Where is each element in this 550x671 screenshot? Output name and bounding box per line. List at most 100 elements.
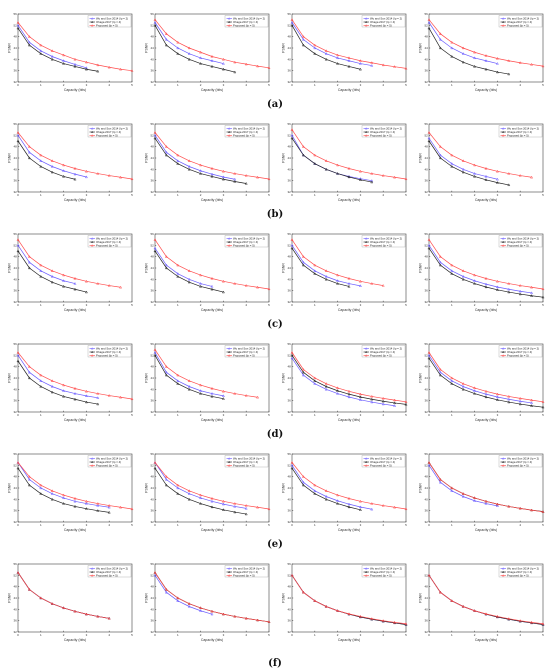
series-point-2: [153, 238, 157, 241]
y-tick-label: 44: [287, 46, 291, 50]
legend-label-2: Proposed (Ip = 5): [233, 24, 255, 28]
legend-label-1: Ohaga 2017 (Ip = 4): [507, 20, 532, 24]
series-point-2: [427, 350, 431, 354]
series-point-0: [484, 59, 488, 62]
series-point-2: [358, 499, 362, 503]
series-point-1: [27, 43, 31, 47]
series-point-2: [119, 505, 123, 509]
series-point-2: [290, 573, 294, 577]
y-tick-label: 40: [150, 277, 154, 281]
series-point-2: [290, 128, 294, 131]
series-point-1: [221, 508, 225, 511]
series-line-2: [428, 575, 544, 625]
x-tick-label: 2: [200, 633, 202, 637]
series-line-0: [154, 22, 224, 64]
series-point-2: [358, 169, 362, 173]
legend-box: [361, 345, 406, 358]
series-line-0: [291, 22, 372, 66]
series-line-1: [154, 572, 270, 623]
series-point-2: [39, 373, 43, 377]
series-point-0: [427, 243, 431, 247]
series-point-1: [336, 389, 340, 392]
y-tick-label: 56: [424, 562, 428, 566]
series-point-1: [164, 43, 168, 47]
series-point-0: [450, 269, 454, 272]
y-tick-label: 48: [287, 35, 291, 39]
series-point-2: [267, 66, 271, 69]
series-point-2: [130, 397, 134, 401]
series-point-2: [370, 61, 374, 64]
series-point-1: [381, 619, 385, 623]
y-tick-label: 40: [150, 57, 154, 61]
x-tick-label: 2: [474, 83, 476, 87]
series-point-0: [187, 384, 191, 388]
series-point-1: [347, 505, 351, 509]
series-point-1: [199, 62, 203, 65]
y-tick-label: 52: [287, 463, 291, 467]
legend-label-1: Ohaga 2017 (Ip = 4): [233, 460, 258, 464]
legend-marker-2: [91, 134, 94, 137]
subplot-r2-c3: 0 1 2 3 4 5 32 36 40 44 48 52 56 Capacity (bits) PSNR W…: [419, 232, 545, 312]
legend-label-0: Wu and Sun 2014 (Ip = 2): [370, 457, 402, 461]
legend-marker-0: [365, 347, 368, 350]
x-axis-label: Capacity (bits): [338, 638, 360, 642]
series-point-1: [62, 284, 66, 288]
series-point-1: [438, 263, 442, 267]
series-point-1: [336, 62, 340, 65]
series-point-2: [153, 18, 157, 21]
subplot-r3-c2: 0 1 2 3 4 5 32 36 40 44 48 52 56 Capacity (bits) PSNR W…: [282, 342, 408, 422]
legend-box: [498, 455, 543, 468]
x-tick-label: 5: [268, 523, 270, 527]
y-tick-label: 40: [13, 607, 17, 611]
legend-marker-1: [228, 240, 231, 243]
series-point-2: [96, 502, 100, 505]
series-point-2: [164, 32, 168, 35]
series-point-2: [336, 609, 340, 612]
y-tick-label: 36: [424, 619, 428, 623]
series-point-0: [16, 23, 20, 27]
series-point-0: [450, 46, 454, 50]
series-point-2: [27, 35, 31, 38]
series-point-1: [370, 397, 374, 401]
series-line-2: [17, 462, 133, 510]
x-tick-label: 4: [519, 303, 521, 307]
series-point-0: [233, 504, 237, 508]
series-line-0: [17, 135, 87, 178]
series-point-1: [199, 502, 203, 505]
series-point-2: [347, 166, 351, 170]
series-line-2: [291, 239, 384, 286]
series-point-1: [16, 139, 20, 143]
legend-marker-2: [502, 24, 505, 27]
legend-marker-0: [228, 237, 231, 240]
series-point-2: [153, 460, 157, 464]
y-tick-label: 56: [13, 232, 17, 236]
series-point-0: [16, 353, 20, 357]
series-point-2: [381, 174, 385, 177]
series-point-0: [313, 382, 317, 385]
y-axis-label: PSNR: [8, 373, 12, 383]
series-point-0: [324, 274, 328, 278]
y-tick-label: 44: [13, 266, 17, 270]
series-point-2: [210, 386, 214, 390]
y-tick-label: 56: [424, 12, 428, 16]
legend-box: [361, 565, 406, 578]
series-point-1: [473, 64, 477, 68]
series-point-0: [438, 370, 442, 374]
series-point-0: [461, 274, 465, 278]
series-point-2: [164, 255, 168, 258]
series-point-0: [187, 164, 191, 168]
series-line-1: [428, 357, 544, 408]
y-axis-label: PSNR: [419, 153, 423, 163]
y-tick-label: 48: [424, 35, 428, 39]
series-point-2: [427, 460, 431, 464]
x-tick-label: 0: [154, 193, 156, 197]
series-point-0: [290, 20, 294, 24]
legend-label-2: Proposed (Ip = 5): [96, 24, 118, 28]
series-point-2: [256, 64, 260, 68]
series-point-1: [290, 136, 294, 140]
y-tick-label: 44: [287, 596, 291, 600]
y-tick-label: 56: [13, 122, 17, 126]
series-point-1: [176, 162, 180, 165]
legend-label-2: Proposed (Ip = 5): [507, 244, 529, 248]
x-tick-label: 2: [200, 413, 202, 417]
